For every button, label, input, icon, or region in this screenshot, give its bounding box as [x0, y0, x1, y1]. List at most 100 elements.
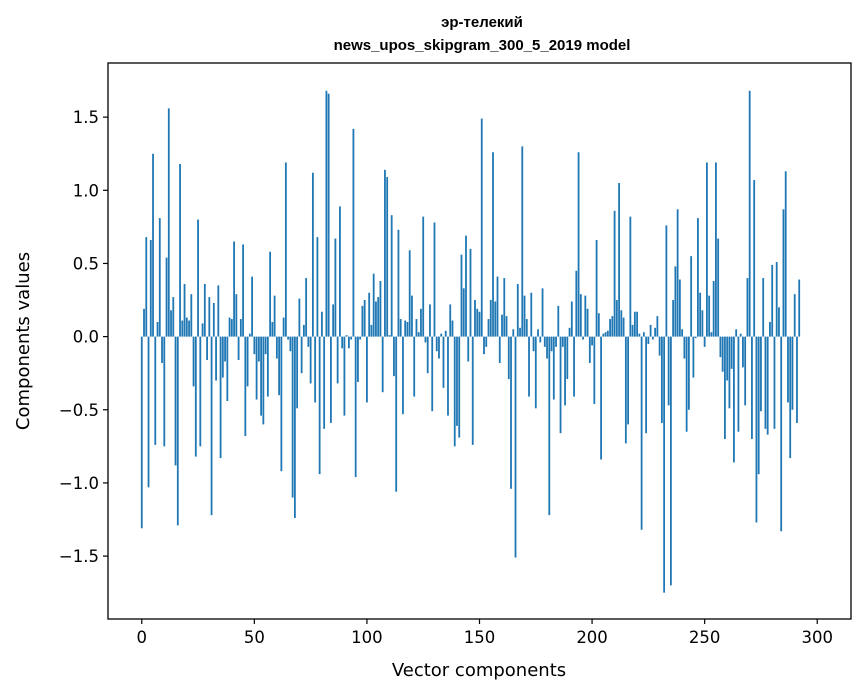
- bar: [485, 336, 488, 347]
- bar: [656, 316, 659, 337]
- bar: [237, 336, 240, 361]
- bar: [778, 307, 780, 337]
- x-axis: 0 50 100 150 200 250 300: [137, 619, 833, 647]
- bar: [501, 314, 503, 337]
- bar: [690, 256, 693, 337]
- bar: [469, 248, 472, 337]
- bar: [251, 276, 253, 337]
- bar: [579, 294, 582, 337]
- bar: [615, 300, 618, 337]
- bar: [548, 336, 551, 516]
- bar: [627, 336, 629, 425]
- bar: [235, 294, 238, 337]
- bar: [483, 336, 485, 355]
- bar: [577, 152, 580, 337]
- bar: [744, 336, 747, 406]
- bar: [140, 336, 143, 529]
- bar: [717, 238, 720, 337]
- bar: [476, 308, 479, 337]
- bar: [784, 171, 787, 337]
- bars-group: [140, 90, 801, 593]
- bar: [411, 295, 413, 337]
- bar: [669, 336, 672, 586]
- bar: [622, 317, 625, 337]
- bar: [206, 336, 208, 361]
- bar: [199, 336, 202, 447]
- bar: [557, 305, 560, 337]
- bar: [435, 336, 438, 352]
- bar: [451, 320, 454, 337]
- bar: [363, 300, 366, 337]
- bar: [638, 333, 641, 337]
- bar: [269, 251, 272, 337]
- bar: [550, 336, 553, 352]
- bar: [167, 108, 170, 337]
- bar: [460, 254, 463, 337]
- bar: [728, 336, 731, 409]
- bar: [769, 321, 771, 337]
- bar: [433, 222, 436, 337]
- bar: [721, 336, 724, 372]
- bar: [278, 336, 281, 396]
- bar: [573, 336, 575, 397]
- bar: [658, 336, 661, 356]
- bar: [366, 336, 368, 403]
- bar: [678, 279, 681, 337]
- bar: [611, 316, 614, 337]
- bar: [402, 336, 404, 415]
- bar: [525, 319, 528, 337]
- bar: [543, 336, 546, 347]
- bar: [471, 336, 474, 445]
- bar: [586, 308, 589, 337]
- bar: [726, 336, 729, 381]
- bar: [462, 288, 465, 337]
- bar: [413, 336, 416, 397]
- bar: [663, 336, 666, 593]
- bar: [604, 332, 607, 337]
- bar: [145, 237, 148, 337]
- bar: [510, 336, 512, 489]
- bar: [447, 336, 449, 416]
- bar: [600, 336, 602, 460]
- bar: [332, 304, 335, 337]
- chart-title: эр-телекий: [441, 14, 523, 31]
- bar: [233, 241, 235, 337]
- x-axis-label: Vector components: [392, 660, 566, 681]
- bar: [343, 336, 346, 416]
- bar: [532, 336, 535, 352]
- bar: [266, 336, 269, 397]
- y-axis: −1.5 −1.0 −0.5 0.0 0.5 1.0 1.5: [59, 108, 108, 566]
- bar: [390, 215, 393, 337]
- bar: [555, 336, 557, 347]
- bar: [595, 240, 598, 337]
- bar: [692, 336, 695, 378]
- bar: [307, 336, 310, 347]
- bar: [154, 336, 157, 445]
- bar: [751, 336, 753, 440]
- bar: [404, 320, 407, 337]
- bar: [408, 250, 411, 337]
- bar: [282, 317, 285, 337]
- bar: [706, 162, 708, 337]
- bar: [197, 219, 199, 337]
- bar: [712, 281, 715, 337]
- bar: [176, 336, 179, 526]
- bar: [152, 153, 154, 337]
- bar: [674, 266, 677, 337]
- bar: [649, 324, 652, 337]
- bar: [242, 244, 244, 337]
- x-tick-label: 50: [244, 628, 265, 647]
- bar: [467, 336, 470, 362]
- bar: [647, 336, 650, 344]
- bar: [440, 333, 443, 337]
- bar: [370, 324, 373, 337]
- bar: [453, 336, 456, 447]
- bar: [298, 298, 301, 337]
- bar: [262, 336, 265, 425]
- bar: [503, 278, 506, 337]
- bar: [163, 336, 166, 447]
- bar: [519, 327, 521, 337]
- bar: [158, 218, 161, 337]
- bar: [239, 319, 242, 337]
